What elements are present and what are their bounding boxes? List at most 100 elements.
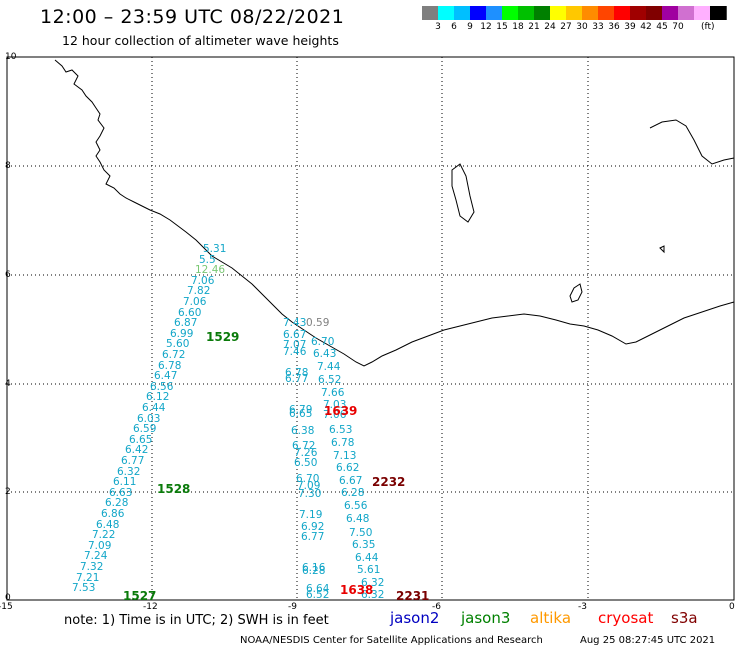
swh-value: 6.70 xyxy=(296,473,320,485)
swh-value: 6.78 xyxy=(158,360,182,372)
swh-value: 6.62 xyxy=(336,462,360,474)
x-tick-label: -15 xyxy=(0,602,13,612)
footer-credit: NOAA/NESDIS Center for Satellite Applica… xyxy=(240,635,543,646)
swh-value: 6.67 xyxy=(283,329,307,341)
swh-value: 7.13 xyxy=(333,450,357,462)
y-tick-label: 0 xyxy=(5,593,11,603)
swh-value: 7.26 xyxy=(294,447,318,459)
swh-value: 6.44 xyxy=(355,552,379,564)
swh-value: 7.32 xyxy=(80,561,104,573)
legend-label: 36 xyxy=(608,22,620,32)
swh-value: 6.52 xyxy=(318,374,342,386)
swh-value: 5.5 xyxy=(199,254,216,266)
legend-label: 18 xyxy=(512,22,524,32)
legend-label: 27 xyxy=(560,22,572,32)
swh-value: 6.11 xyxy=(113,476,137,488)
swh-value: 6.63 xyxy=(109,487,133,499)
map-frame xyxy=(6,56,735,601)
pass-time-label: 1527 xyxy=(123,589,157,603)
swh-value: 7.06 xyxy=(183,296,207,308)
footnote: note: 1) Time is in UTC; 2) SWH is in fe… xyxy=(64,613,329,628)
swh-value: 6.79 xyxy=(289,404,313,416)
swh-value: 12.46 xyxy=(195,264,226,276)
swh-value: 6.50 xyxy=(294,457,318,469)
swh-value: 6.16 xyxy=(302,562,326,574)
swh-value: 6.77 xyxy=(301,531,325,543)
swh-value: 6.43 xyxy=(313,348,337,360)
swh-value: 6.65 xyxy=(289,408,313,420)
swh-value: 6.72 xyxy=(292,440,316,452)
legend-label: 21 xyxy=(528,22,540,32)
legend-label: 12 xyxy=(480,22,492,32)
swh-value: 6.03 xyxy=(137,413,161,425)
swh-value: 6.86 xyxy=(101,508,125,520)
swh-value: 6.64 xyxy=(306,583,330,595)
swh-value: 7.22 xyxy=(92,529,116,541)
swh-value: 6.67 xyxy=(339,475,363,487)
legend-label: 30 xyxy=(576,22,588,32)
pass-time-label: 1638 xyxy=(340,583,374,597)
y-tick-label: 8 xyxy=(5,161,11,171)
swh-value: 6.32 xyxy=(117,466,141,478)
swh-value: 6.59 xyxy=(133,423,157,435)
legend-label: 39 xyxy=(624,22,636,32)
y-tick-label: 2 xyxy=(5,487,11,497)
swh-value: 6.28 xyxy=(105,497,129,509)
pass-time-label: 2231 xyxy=(396,589,430,603)
swh-value: 6.32 xyxy=(361,577,385,589)
legend-label: 70 xyxy=(672,22,684,32)
y-tick-label: 10 xyxy=(5,52,17,62)
swh-value: 6.99 xyxy=(170,328,194,340)
y-tick-label: 6 xyxy=(5,270,11,280)
legend-label: 45 xyxy=(656,22,668,32)
legend-label: 9 xyxy=(467,22,473,32)
swh-value: 6.52 xyxy=(306,589,330,601)
swh-value: 6.32 xyxy=(361,589,385,601)
swh-value: 7.50 xyxy=(349,527,373,539)
swh-value: 5.60 xyxy=(166,338,190,350)
swh-value: 7.82 xyxy=(187,285,211,297)
swh-value: 0.59 xyxy=(306,317,330,329)
map-title: 12:00 – 23:59 UTC 08/22/2021 xyxy=(40,6,345,28)
swh-value: 7.06 xyxy=(323,409,347,421)
swh-value: 6.38 xyxy=(291,425,315,437)
swh-value: 7.09 xyxy=(88,540,112,552)
satellite-name: s3a xyxy=(671,609,698,627)
y-tick-label: 4 xyxy=(5,379,11,389)
swh-value: 7.24 xyxy=(84,550,108,562)
swh-value: 7.44 xyxy=(317,361,341,373)
satellite-name: cryosat xyxy=(598,609,654,627)
swh-value: 6.72 xyxy=(162,349,186,361)
swh-value: 6.28 xyxy=(302,565,326,577)
legend-label: 24 xyxy=(544,22,556,32)
legend-swatch xyxy=(710,6,727,20)
swh-value: 6.28 xyxy=(341,487,365,499)
swh-value: 6.35 xyxy=(352,539,376,551)
legend-label: 42 xyxy=(640,22,652,32)
pass-time-label: 1639 xyxy=(324,404,358,418)
swh-value: 7.46 xyxy=(283,346,307,358)
swh-value: 7.07 xyxy=(283,339,307,351)
map-gridlines xyxy=(7,57,734,600)
map-subtitle: 12 hour collection of altimeter wave hei… xyxy=(62,33,339,48)
swh-value: 6.42 xyxy=(125,444,149,456)
swh-value: 6.12 xyxy=(146,391,170,403)
swh-value: 7.43 xyxy=(283,317,307,329)
swh-value: 7.21 xyxy=(76,572,100,584)
legend-label: 15 xyxy=(496,22,508,32)
swh-value: 6.92 xyxy=(301,521,325,533)
swh-value: 6.48 xyxy=(346,513,370,525)
swh-value: 7.66 xyxy=(321,387,345,399)
swh-value: 6.47 xyxy=(154,370,178,382)
swh-value: 5.31 xyxy=(203,243,227,255)
legend-unit: (ft) xyxy=(701,22,715,32)
swh-value: 6.53 xyxy=(329,424,353,436)
coastline xyxy=(54,59,735,367)
legend-label: 6 xyxy=(451,22,457,32)
swh-value: 6.77 xyxy=(285,373,309,385)
x-tick-label: -3 xyxy=(578,602,587,612)
swh-value: 7.03 xyxy=(323,399,347,411)
swh-value: 6.48 xyxy=(96,519,120,531)
pass-time-label: 1529 xyxy=(206,330,240,344)
